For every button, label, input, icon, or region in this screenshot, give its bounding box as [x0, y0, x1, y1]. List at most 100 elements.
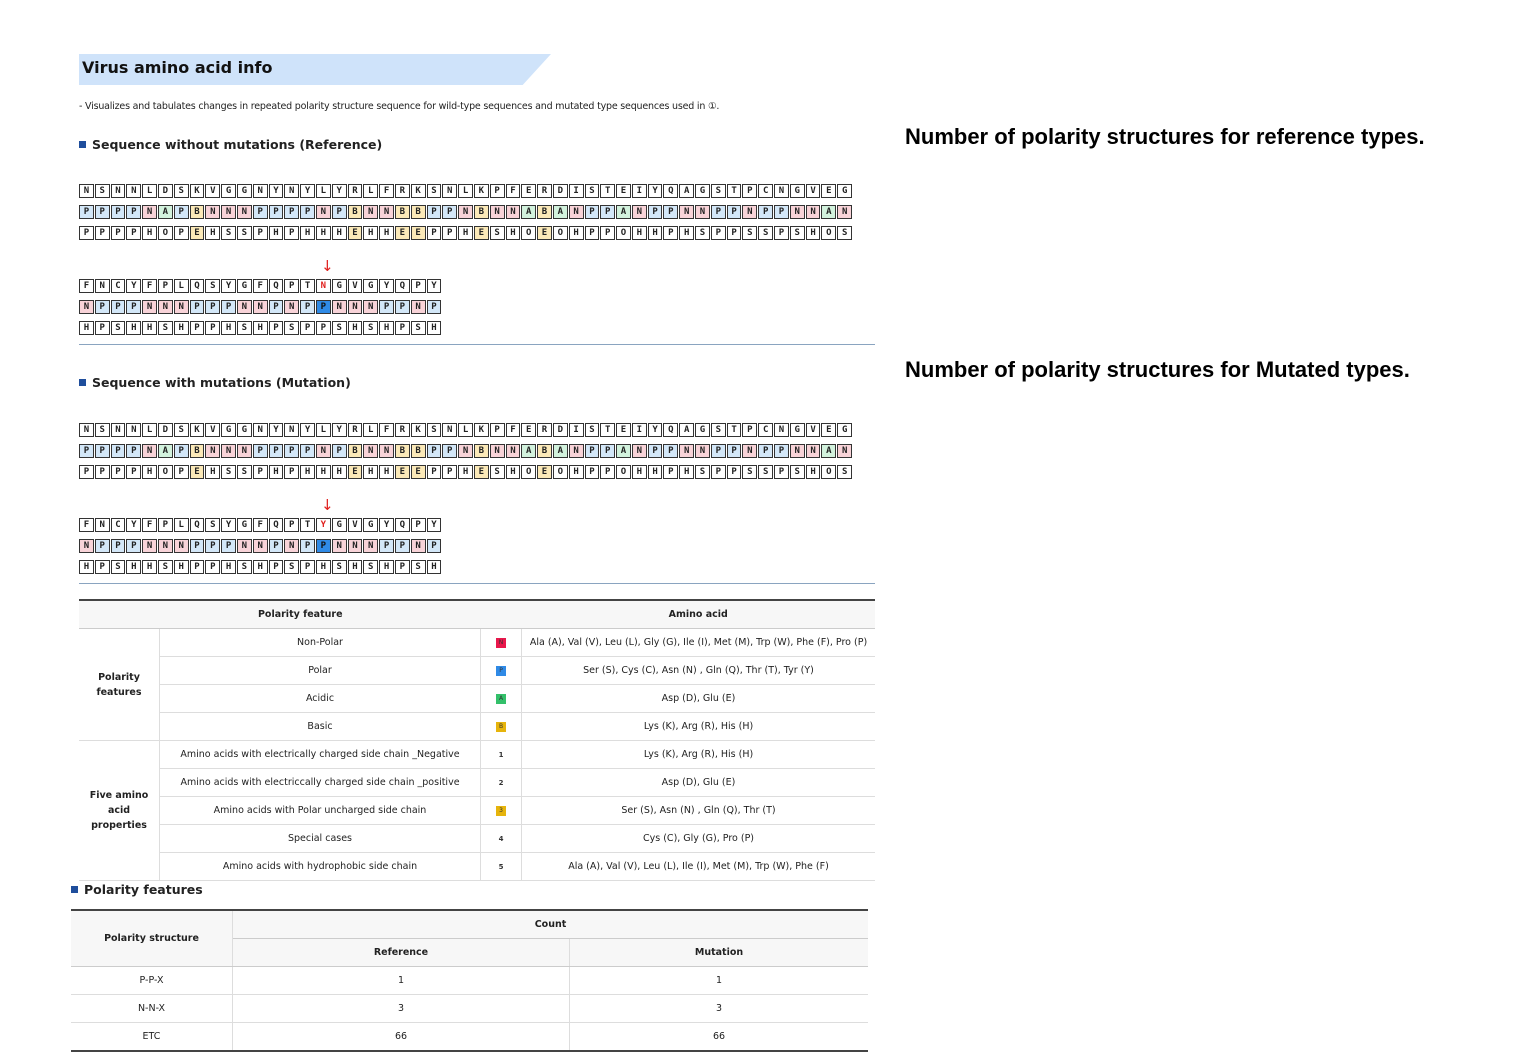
sequence-cell: S [236, 321, 252, 335]
sequence-cell: P [300, 560, 315, 574]
section-divider [79, 583, 875, 584]
sequence-cell: P [268, 539, 284, 553]
sequence-cell: G [221, 423, 236, 437]
sequence-cell: P [268, 321, 284, 335]
sequence-cell: S [331, 321, 347, 335]
sequence-cell: A [521, 205, 537, 219]
sequence-cell: E [616, 184, 631, 198]
sequence-cell: S [426, 184, 442, 198]
sequence-cell: H [631, 226, 647, 240]
legend-amino: Asp (D), Glu (E) [521, 768, 875, 797]
sequence-cell: A [679, 184, 695, 198]
sequence-cell: Q [663, 423, 679, 437]
sequence-cell: P [126, 444, 142, 458]
sequence-cell: S [221, 226, 236, 240]
sequence-cell: S [284, 560, 300, 574]
legend-symbol-cell: B [480, 712, 522, 741]
legend-symbol: 2 [498, 778, 504, 787]
sequence-cell: P [110, 539, 126, 553]
sequence-cell: O [157, 465, 173, 479]
sequence-cell: L [142, 423, 157, 437]
sequence-cell: N [379, 444, 394, 458]
sequence-cell: Q [189, 279, 205, 293]
sequence-cell: T [300, 279, 315, 293]
sequence-cell: Y [379, 518, 394, 532]
sequence-cell: S [173, 423, 189, 437]
sequence-cell: S [710, 184, 726, 198]
count-reference: 3 [232, 994, 570, 1023]
sequence-cell: L [315, 423, 331, 437]
legend-header-feature: Polarity feature [79, 600, 522, 629]
sequence-cell: P [284, 205, 300, 219]
sequence-cell: P [584, 444, 600, 458]
sequence-cell: P [252, 205, 268, 219]
sequence-cell: G [695, 423, 710, 437]
sequence-cell: Y [426, 518, 442, 532]
sequence-cell: P [126, 226, 142, 240]
sequence-cell: P [710, 226, 726, 240]
sequence-cell: K [189, 184, 205, 198]
sequence-cell: T [726, 184, 742, 198]
sequence-cell: P [758, 444, 774, 458]
sequence-cell: P [663, 465, 679, 479]
sequence-cell: E [473, 465, 489, 479]
legend-row: Basic B Lys (K), Arg (R), His (H) [79, 712, 875, 741]
sequence-cell: N [363, 205, 379, 219]
sequence-cell: S [742, 226, 758, 240]
sequence-cell: S [94, 423, 110, 437]
sequence-cell: L [363, 423, 379, 437]
sequence-cell: N [505, 205, 521, 219]
count-structure: N-N-X [71, 994, 233, 1023]
sequence-cell: Y [268, 423, 284, 437]
sequence-cell: A [157, 205, 173, 219]
sequence-cell: P [126, 300, 142, 314]
sequence-cell: F [379, 423, 394, 437]
sequence-cell: E [537, 226, 552, 240]
sequence-cell: P [94, 539, 110, 553]
legend-row: Five amino acid properties Amino acids wi… [79, 740, 875, 881]
sequence-cell: R [347, 423, 363, 437]
sequence-cell: P [173, 444, 189, 458]
sequence-cell: N [79, 184, 94, 198]
polarity-count-table: Polarity structure Count Reference Mutat… [71, 909, 868, 1052]
sequence-cell: B [473, 205, 489, 219]
mut-mutation-arrow-icon: ↓ [321, 496, 334, 514]
legend-symbol-cell: A [480, 684, 522, 713]
legend-amino: Asp (D), Glu (E) [521, 684, 875, 713]
sequence-cell: A [821, 205, 837, 219]
sequence-cell: V [805, 423, 821, 437]
legend-symbol-cell: 3 [480, 796, 522, 825]
sequence-cell: H [300, 226, 315, 240]
sequence-cell: P [157, 518, 173, 532]
sequence-cell: B [394, 205, 410, 219]
sequence-cell: S [157, 560, 173, 574]
sequence-cell: H [458, 465, 473, 479]
legend-amino: Ser (S), Cys (C), Asn (N) , Gln (Q), Thr… [521, 656, 875, 685]
sequence-cell: O [157, 226, 173, 240]
sequence-cell: Y [126, 518, 142, 532]
sequence-cell: H [173, 560, 189, 574]
sequence-cell: N [110, 184, 126, 198]
sequence-cell: H [142, 321, 157, 335]
legend-symbol: B [496, 721, 506, 732]
sequence-cell: P [710, 205, 726, 219]
sequence-cell: H [205, 465, 221, 479]
legend-symbol-cell: P [480, 656, 522, 685]
legend-group-five-properties: Five amino acid properties [79, 740, 160, 881]
sequence-cell: N [284, 423, 300, 437]
sequence-cell: E [821, 184, 837, 198]
sequence-cell: P [584, 465, 600, 479]
sequence-cell: F [142, 518, 157, 532]
sequence-cell: N [631, 444, 647, 458]
polarity-heading: Polarity features [71, 882, 203, 897]
sequence-cell: N [79, 300, 94, 314]
sequence-cell: N [284, 300, 300, 314]
sequence-cell: N [173, 300, 189, 314]
sequence-cell: P [426, 205, 442, 219]
sequence-cell: Y [300, 423, 315, 437]
sequence-cell: N [284, 184, 300, 198]
sequence-cell: N [458, 444, 473, 458]
sequence-cell: P [110, 205, 126, 219]
